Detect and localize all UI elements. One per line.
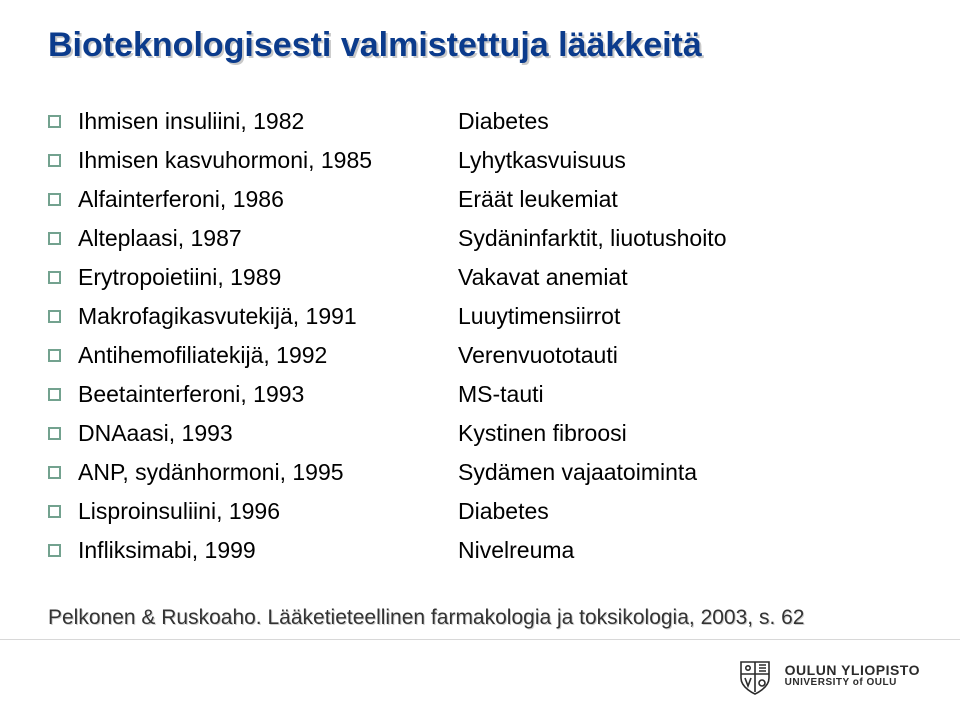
item-value: Diabetes [458,498,912,525]
bullet-icon [48,186,78,206]
list-item: ANP, sydänhormoni, 1995Sydämen vajaatoim… [48,459,912,486]
page-title: Bioteknologisesti valmistettuja lääkkeit… [48,26,702,65]
item-name: Beetainterferoni, 1993 [78,381,458,408]
item-name: ANP, sydänhormoni, 1995 [78,459,458,486]
item-value: Diabetes [458,108,912,135]
list-item: Lisproinsuliini, 1996Diabetes [48,498,912,525]
item-value: Kystinen fibroosi [458,420,912,447]
logo: OULUN YLIOPISTO UNIVERSITY of OULU [735,656,920,696]
item-value: Lyhytkasvuisuus [458,147,912,174]
item-value: Verenvuototauti [458,342,912,369]
citation: Pelkonen & Ruskoaho. Lääketieteellinen f… [48,606,804,630]
list-item: Alteplaasi, 1987Sydäninfarktit, liuotush… [48,225,912,252]
bullet-icon [48,147,78,167]
logo-sub: UNIVERSITY of OULU [785,678,920,689]
list-item: Ihmisen kasvuhormoni, 1985Lyhytkasvuisuu… [48,147,912,174]
item-name: Makrofagikasvutekijä, 1991 [78,303,458,330]
item-value: Sydäninfarktit, liuotushoito [458,225,912,252]
university-crest-icon [735,656,775,696]
item-name: Ihmisen kasvuhormoni, 1985 [78,147,458,174]
bullet-icon [48,459,78,479]
bullet-icon [48,264,78,284]
item-name: Infliksimabi, 1999 [78,537,458,564]
bullet-icon [48,225,78,245]
item-name: Ihmisen insuliini, 1982 [78,108,458,135]
logo-text: OULUN YLIOPISTO UNIVERSITY of OULU [785,663,920,688]
item-name: Antihemofiliatekijä, 1992 [78,342,458,369]
slide: Bioteknologisesti valmistettuja lääkkeit… [0,0,960,720]
item-name: DNAaasi, 1993 [78,420,458,447]
item-name: Alfainterferoni, 1986 [78,186,458,213]
title-text: Bioteknologisesti valmistettuja lääkkeit… [48,26,702,64]
bullet-icon [48,342,78,362]
bullet-icon [48,537,78,557]
list-item: Ihmisen insuliini, 1982Diabetes [48,108,912,135]
citation-text: Pelkonen & Ruskoaho. Lääketieteellinen f… [48,606,804,629]
logo-main: OULUN YLIOPISTO [785,663,920,678]
bullet-icon [48,420,78,440]
item-value: Nivelreuma [458,537,912,564]
list-item: Infliksimabi, 1999Nivelreuma [48,537,912,564]
divider [0,639,960,640]
item-name: Erytropoietiini, 1989 [78,264,458,291]
bullet-icon [48,498,78,518]
list-item: Makrofagikasvutekijä, 1991Luuytimensiirr… [48,303,912,330]
list-item: Beetainterferoni, 1993MS-tauti [48,381,912,408]
list-item: Antihemofiliatekijä, 1992Verenvuototauti [48,342,912,369]
list-item: DNAaasi, 1993Kystinen fibroosi [48,420,912,447]
item-value: Luuytimensiirrot [458,303,912,330]
item-value: MS-tauti [458,381,912,408]
item-value: Vakavat anemiat [458,264,912,291]
bullet-icon [48,381,78,401]
list-item: Alfainterferoni, 1986Eräät leukemiat [48,186,912,213]
item-name: Lisproinsuliini, 1996 [78,498,458,525]
item-value: Eräät leukemiat [458,186,912,213]
item-name: Alteplaasi, 1987 [78,225,458,252]
bullet-icon [48,108,78,128]
bullet-list: Ihmisen insuliini, 1982DiabetesIhmisen k… [48,108,912,576]
list-item: Erytropoietiini, 1989Vakavat anemiat [48,264,912,291]
bullet-icon [48,303,78,323]
item-value: Sydämen vajaatoiminta [458,459,912,486]
